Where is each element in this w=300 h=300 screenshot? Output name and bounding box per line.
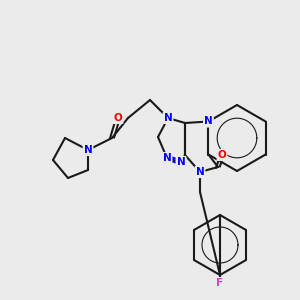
Text: N: N	[84, 145, 92, 155]
Text: N: N	[177, 157, 185, 167]
Text: N: N	[163, 153, 171, 163]
Text: F: F	[216, 278, 224, 288]
Text: N: N	[196, 167, 204, 177]
Text: O: O	[218, 150, 226, 160]
Text: N: N	[204, 116, 213, 127]
Text: O: O	[114, 113, 122, 123]
Text: N: N	[164, 113, 172, 123]
